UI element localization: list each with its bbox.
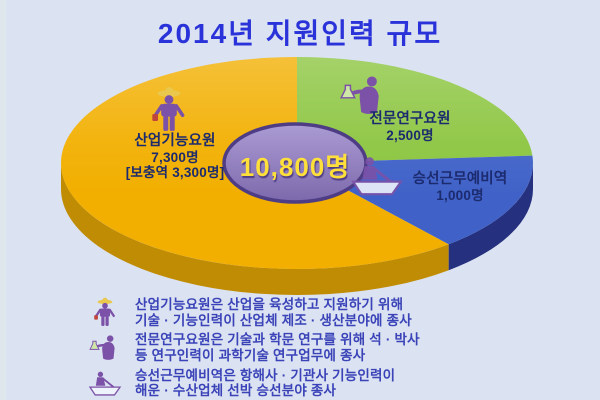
slice-subvalue: [보충역 3,300명] [125,165,225,181]
note-line: 기술 · 기능인력이 산업체 제조 · 생산분야에 종사 [135,312,412,328]
pie-slice-2-side [448,163,533,271]
note-row-ship: 승선근무예비역은 항해사 · 기관사 기능인력이 해운 · 수산업체 선박 승선… [88,368,558,399]
note-line: 해운 · 수산업체 선박 승선분야 종사 [135,383,337,399]
slice-name: 승선근무예비역 [412,171,508,187]
page-title: 2014년 지원인력 규모 [157,18,443,49]
sailor-icon [88,368,122,399]
note-line: 전문연구요원은 기술과 학문 연구를 위해 석 · 박사 [135,332,420,348]
note-row-research: 전문연구요원은 기술과 학문 연구를 위해 석 · 박사 등 연구인력이 과학기… [88,332,558,363]
slice-label-ship: 승선근무예비역 1,000명 [390,171,530,203]
note-text: 승선근무예비역은 항해사 · 기관사 기능인력이 해운 · 수산업체 선박 승선… [135,368,395,399]
worker-icon [148,86,190,134]
slice-name: 전문연구요원 [369,111,451,127]
worker-icon [88,297,122,328]
total-label: 10,800명 [239,152,351,182]
note-text: 산업기능요원은 산업을 육성하고 지원하기 위해 기술 · 기능인력이 산업체 … [135,297,412,328]
note-line: 등 연구인력이 과학기술 연구업무에 종사 [135,347,366,363]
slice-label-research: 전문연구요원 2,500명 [335,111,485,143]
slice-value: 1,000명 [436,187,484,203]
notes-list: 산업기능요원은 산업을 육성하고 지원하기 위해 기술 · 기능인력이 산업체 … [88,297,558,400]
note-line: 승선근무예비역은 항해사 · 기관사 기능인력이 [135,367,396,383]
pie-slice-0-side [61,163,449,296]
slice-value: 2,500명 [386,127,434,143]
note-text: 전문연구요원은 기술과 학문 연구를 위해 석 · 박사 등 연구인력이 과학기… [135,332,420,363]
researcher-icon [88,332,122,363]
slice-value: 7,300명 [151,149,199,165]
slice-label-industrial: 산업기능요원 7,300명 [보충역 3,300명] [85,133,265,181]
slice-name: 산업기능요원 [134,133,216,149]
note-line: 산업기능요원은 산업을 육성하고 지원하기 위해 [135,297,404,312]
note-row-industrial: 산업기능요원은 산업을 육성하고 지원하기 위해 기술 · 기능인력이 산업체 … [88,297,558,328]
